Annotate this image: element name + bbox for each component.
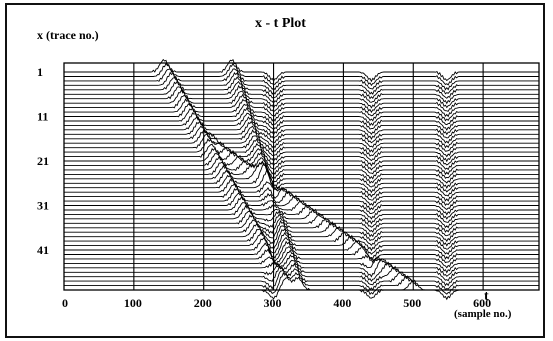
seismic-trace	[64, 58, 539, 83]
x-tick-label: 0	[62, 296, 68, 310]
seismic-trace	[64, 271, 539, 296]
seismic-trace	[64, 88, 539, 114]
seismic-trace	[64, 125, 539, 149]
x-tick-label: 400	[333, 296, 351, 310]
seismic-trace	[64, 262, 539, 287]
seismic-trace	[64, 236, 539, 260]
y-tick-label: 31	[37, 199, 49, 213]
seismic-trace	[64, 169, 539, 198]
seismic-trace	[64, 76, 539, 100]
seismic-trace	[64, 259, 539, 282]
seismic-trace	[64, 276, 539, 301]
seismic-trace	[64, 219, 539, 243]
seismic-trace	[64, 192, 539, 216]
x-tick-label: 300	[264, 296, 282, 310]
seismic-trace	[64, 163, 539, 194]
seismic-trace	[64, 187, 539, 211]
seismic-trace	[64, 254, 539, 278]
x-tick-label: 600	[473, 296, 491, 310]
grid-layer	[63, 62, 540, 291]
seismic-trace	[64, 231, 539, 256]
x-tick-label: 200	[194, 296, 212, 310]
seismic-trace	[64, 155, 539, 180]
seismic-trace	[64, 228, 539, 252]
seismic-trace	[64, 106, 539, 131]
y-axis-label: x (trace no.)	[37, 28, 99, 42]
seismic-trace	[64, 98, 539, 122]
seismic-trace	[64, 71, 539, 96]
chart-frame: x - t Plot x (trace no.) t (sample no.) …	[5, 3, 545, 338]
seismic-trace	[64, 201, 539, 225]
x-axis-label-main: t	[484, 289, 489, 304]
traces-layer	[64, 58, 539, 301]
seismic-trace	[64, 178, 539, 202]
seismic-trace	[64, 132, 539, 158]
seismic-trace	[64, 160, 539, 184]
seismic-trace	[64, 210, 539, 233]
seismic-trace	[64, 120, 539, 144]
seismic-trace	[64, 62, 539, 87]
seismic-trace	[64, 214, 539, 238]
y-tick-label: 21	[37, 154, 49, 168]
x-axis-label-sub: (sample no.)	[454, 308, 512, 320]
y-tick-label: 41	[37, 243, 49, 257]
seismic-trace	[64, 151, 539, 176]
seismic-trace	[64, 84, 539, 109]
seismic-trace	[64, 183, 539, 207]
seismic-trace	[64, 147, 539, 171]
seismic-trace	[64, 68, 539, 91]
seismic-trace	[64, 93, 539, 118]
seismic-trace	[64, 222, 539, 247]
chart-title: x - t Plot	[255, 16, 306, 31]
x-tick-label: 500	[403, 296, 421, 310]
y-tick-label: 1	[37, 65, 43, 79]
seismic-trace	[64, 116, 539, 140]
seismic-trace	[64, 142, 539, 167]
seismic-trace	[64, 268, 539, 291]
seismic-trace	[64, 112, 539, 136]
seismic-trace	[64, 129, 539, 153]
seismic-trace	[64, 246, 539, 269]
plot-border	[63, 62, 540, 291]
seismic-trace	[64, 195, 539, 220]
seismic-trace	[64, 249, 539, 274]
seismic-trace	[64, 138, 539, 163]
x-tick-label: 100	[124, 296, 142, 310]
seismic-trace	[64, 80, 539, 105]
xt-plot-chart: x - t Plot x (trace no.) t (sample no.) …	[37, 16, 540, 320]
seismic-trace	[64, 240, 539, 264]
seismic-trace	[64, 103, 539, 127]
y-tick-label: 11	[37, 110, 48, 124]
seismic-trace	[64, 204, 539, 229]
seismic-trace	[64, 161, 539, 190]
